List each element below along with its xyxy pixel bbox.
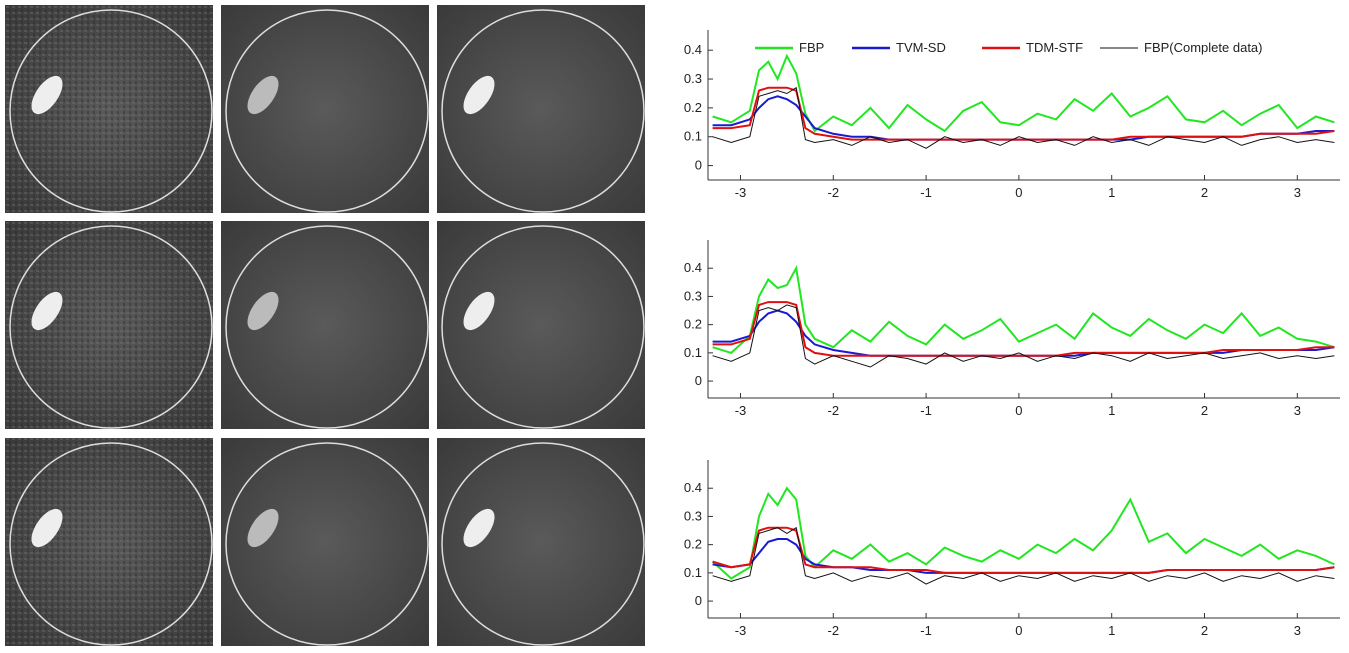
y-tick-label: 0.3 [684, 508, 702, 523]
y-tick-label: 0.4 [684, 260, 702, 275]
ct-image [5, 221, 213, 429]
y-tick-label: 0.4 [684, 480, 702, 495]
ct-image [437, 5, 645, 213]
fov-circle [441, 9, 645, 213]
x-tick-label: 3 [1294, 623, 1301, 638]
legend-label: TVM-SD [896, 40, 946, 55]
x-tick-label: 2 [1201, 185, 1208, 200]
bright-region [463, 75, 495, 115]
x-tick-label: -3 [735, 185, 747, 200]
legend: FBP TVM-SD TDM-STF FBP(Complete data) [755, 40, 1263, 55]
bright-region [247, 75, 279, 115]
y-tick-label: 0.1 [684, 129, 702, 144]
x-tick-label: 3 [1294, 403, 1301, 418]
fov-circle [225, 225, 429, 429]
fov-circle [225, 442, 429, 646]
y-tick-label: 0.2 [684, 537, 702, 552]
x-tick-label: 2 [1201, 403, 1208, 418]
series-line [712, 304, 1335, 368]
legend-label: FBP [799, 40, 824, 55]
x-tick-label: -2 [828, 185, 840, 200]
ct-image [437, 438, 645, 646]
x-tick-label: 2 [1201, 623, 1208, 638]
y-tick-label: 0 [695, 373, 702, 388]
y-tick-label: 0 [695, 158, 702, 173]
ct-image [5, 438, 213, 646]
bright-region [463, 291, 495, 331]
x-tick-label: 0 [1015, 185, 1022, 200]
bright-region [247, 508, 279, 548]
series-line [712, 526, 1335, 585]
y-tick-label: 0.3 [684, 71, 702, 86]
ct-image [221, 438, 429, 646]
series-line [712, 86, 1335, 149]
y-tick-label: 0 [695, 593, 702, 608]
line-chart: 0 0.1 0.2 0.3 0.4 -3 -2 -1 0 1 2 3 [684, 460, 1340, 638]
series-line [712, 95, 1335, 141]
x-tick-label: 0 [1015, 623, 1022, 638]
y-tick-label: 0.4 [684, 42, 702, 57]
x-tick-label: 1 [1108, 185, 1115, 200]
x-tick-label: 1 [1108, 623, 1115, 638]
x-tick-label: -1 [920, 623, 932, 638]
series-line [712, 526, 1335, 574]
fov-circle [441, 225, 645, 429]
legend-label: TDM-STF [1026, 40, 1083, 55]
x-tick-label: -1 [920, 185, 932, 200]
series-line [711, 486, 1335, 580]
series-line [712, 53, 1335, 133]
image-panels [5, 5, 645, 646]
line-chart: 0 0.1 0.2 0.3 0.4 -3 -2 -1 0 1 2 3 [684, 240, 1340, 418]
x-tick-label: -1 [920, 403, 932, 418]
ct-image [221, 221, 429, 429]
fov-circle [225, 9, 429, 213]
series-line [712, 309, 1335, 357]
fov-circle [441, 442, 645, 646]
bright-region [31, 75, 63, 115]
y-tick-label: 0.1 [684, 565, 702, 580]
bright-region [31, 291, 63, 331]
x-tick-label: -2 [828, 403, 840, 418]
series-line [712, 265, 1335, 355]
ct-image [221, 5, 429, 213]
y-tick-label: 0.3 [684, 288, 702, 303]
x-tick-label: -2 [828, 623, 840, 638]
series-line [712, 86, 1335, 141]
bright-region [31, 508, 63, 548]
fov-circle [9, 442, 213, 646]
x-tick-label: -3 [735, 623, 747, 638]
ct-image [5, 5, 213, 213]
x-tick-label: -3 [735, 403, 747, 418]
x-tick-label: 1 [1108, 403, 1115, 418]
bright-region [247, 291, 279, 331]
y-tick-label: 0.2 [684, 100, 702, 115]
x-tick-label: 3 [1294, 185, 1301, 200]
fov-circle [9, 9, 213, 213]
bright-region [463, 508, 495, 548]
legend-label: FBP(Complete data) [1144, 40, 1263, 55]
y-tick-label: 0.1 [684, 345, 702, 360]
series-line [712, 301, 1335, 357]
x-tick-label: 0 [1015, 403, 1022, 418]
fov-circle [9, 225, 213, 429]
y-tick-label: 0.2 [684, 317, 702, 332]
ct-image [437, 221, 645, 429]
